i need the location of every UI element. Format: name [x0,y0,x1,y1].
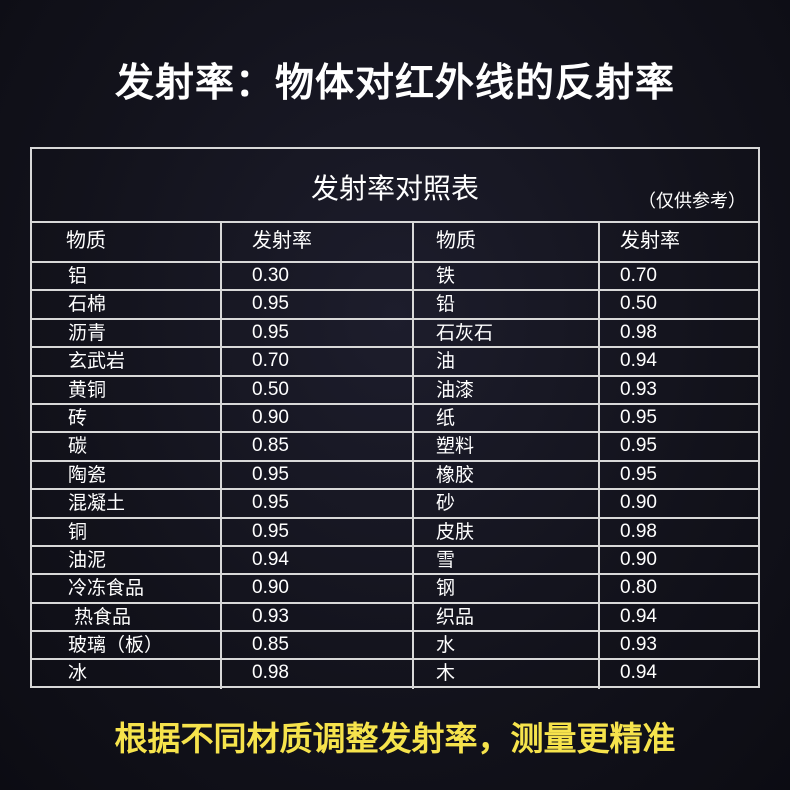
header-emissivity: 发射率 [620,228,680,252]
table-row: 碳 0.85 塑料 0.95 [32,433,758,462]
headline: 发射率：物体对红外线的反射率 [114,61,675,106]
material-cell: 沥青 [32,319,222,347]
table-row: 混凝土 0.95 砂 0.90 [32,490,758,519]
emissivity-cell: 0.93 [222,603,414,631]
footer-slogan: 根据不同材质调整发射率，测量更精准 [114,719,676,758]
material-cell: 油漆 [414,376,600,403]
table-title-row: 发射率对照表 （仅供参考） [32,149,758,223]
emissivity-cell: 0.50 [620,293,657,315]
table-row: 玄武岩 0.70 油 0.94 [32,348,758,377]
emissivity-cell: 0.90 [222,575,414,602]
material-cell: 油 [414,348,600,375]
emissivity-cell: 0.90 [222,404,414,432]
material-cell: 砖 [32,404,222,432]
material-cell: 黄铜 [32,376,222,403]
emissivity-cell: 0.85 [222,433,414,460]
emissivity-cell: 0.94 [620,662,657,684]
material-cell: 混凝土 [32,490,222,517]
material-cell: 玄武岩 [32,348,222,375]
emissivity-cell: 0.94 [620,605,657,627]
material-cell: 碳 [32,433,222,460]
material-cell: 铅 [414,291,600,318]
header-material: 物质 [32,223,222,261]
emissivity-cell: 0.94 [222,546,414,574]
emissivity-cell: 0.95 [222,319,414,347]
emissivity-cell: 0.95 [620,463,657,485]
emissivity-cell: 0.50 [222,376,414,403]
table-row: 砖 0.90 纸 0.95 [32,404,758,434]
emissivity-cell: 0.80 [620,577,657,599]
emissivity-cell: 0.95 [222,518,414,545]
material-cell: 砂 [414,490,600,517]
table-row: 沥青 0.95 石灰石 0.98 [32,319,758,349]
material-cell: 水 [414,632,600,659]
emissivity-cell: 0.90 [620,492,657,514]
material-cell: 石灰石 [414,319,600,347]
emissivity-cell: 0.30 [222,263,414,290]
table-note: （仅供参考） [638,191,746,212]
material-cell: 橡胶 [414,461,600,489]
emissivity-cell: 0.95 [620,406,657,428]
table-row: 冷冻食品 0.90 钢 0.80 [32,575,758,604]
table-header-row: 物质 发射率 物质 发射率 [32,223,758,263]
table-row: 陶瓷 0.95 橡胶 0.95 [32,461,758,491]
material-cell: 热食品 [32,603,222,631]
table-grid: 物质 发射率 物质 发射率 铝 0.30 铁 0.70 石棉 0.95 铅 0.50 沥青 0.9… [32,223,758,689]
material-cell: 纸 [414,404,600,432]
emissivity-cell: 0.93 [620,378,657,400]
table-row: 石棉 0.95 铅 0.50 [32,291,758,320]
material-cell: 皮肤 [414,518,600,545]
emissivity-cell: 0.85 [222,632,414,659]
material-cell: 油泥 [32,546,222,574]
material-cell: 铝 [32,263,222,290]
emissivity-cell: 0.98 [222,660,414,689]
material-cell: 石棉 [32,291,222,318]
table-row: 铝 0.30 铁 0.70 [32,263,758,292]
material-cell: 陶瓷 [32,461,222,489]
header-material: 物质 [414,223,600,261]
emissivity-cell: 0.98 [620,321,657,343]
emissivity-cell: 0.95 [222,490,414,517]
emissivity-cell: 0.90 [620,548,657,570]
material-cell: 冰 [32,660,222,689]
material-cell: 冷冻食品 [32,575,222,602]
emissivity-cell: 0.95 [620,435,657,457]
emissivity-table: 发射率对照表 （仅供参考） 物质 发射率 物质 发射率 铝 0.30 铁 0.70 石棉… [30,147,760,689]
emissivity-cell: 0.70 [620,265,657,286]
table-row: 黄铜 0.50 油漆 0.93 [32,376,758,405]
emissivity-cell: 0.94 [620,350,657,372]
material-cell: 钢 [414,575,600,602]
table-row: 铜 0.95 皮肤 0.98 [32,518,758,547]
emissivity-cell: 0.93 [620,634,657,656]
table-row: 玻璃（板） 0.85 水 0.93 [32,632,758,661]
table-row: 热食品 0.93 织品 0.94 [32,603,758,633]
emissivity-cell: 0.98 [620,520,657,542]
emissivity-cell: 0.95 [222,291,414,318]
material-cell: 铁 [414,263,600,290]
table-row: 冰 0.98 木 0.94 [32,660,758,689]
header-emissivity: 发射率 [222,223,414,261]
table-title: 发射率对照表 [310,172,479,205]
emissivity-cell: 0.70 [222,348,414,375]
material-cell: 铜 [32,518,222,545]
emissivity-cell: 0.95 [222,461,414,489]
material-cell: 雪 [414,546,600,574]
table-row: 油泥 0.94 雪 0.90 [32,546,758,576]
material-cell: 织品 [414,603,600,631]
material-cell: 塑料 [414,433,600,460]
material-cell: 玻璃（板） [32,632,222,659]
material-cell: 木 [414,660,600,689]
